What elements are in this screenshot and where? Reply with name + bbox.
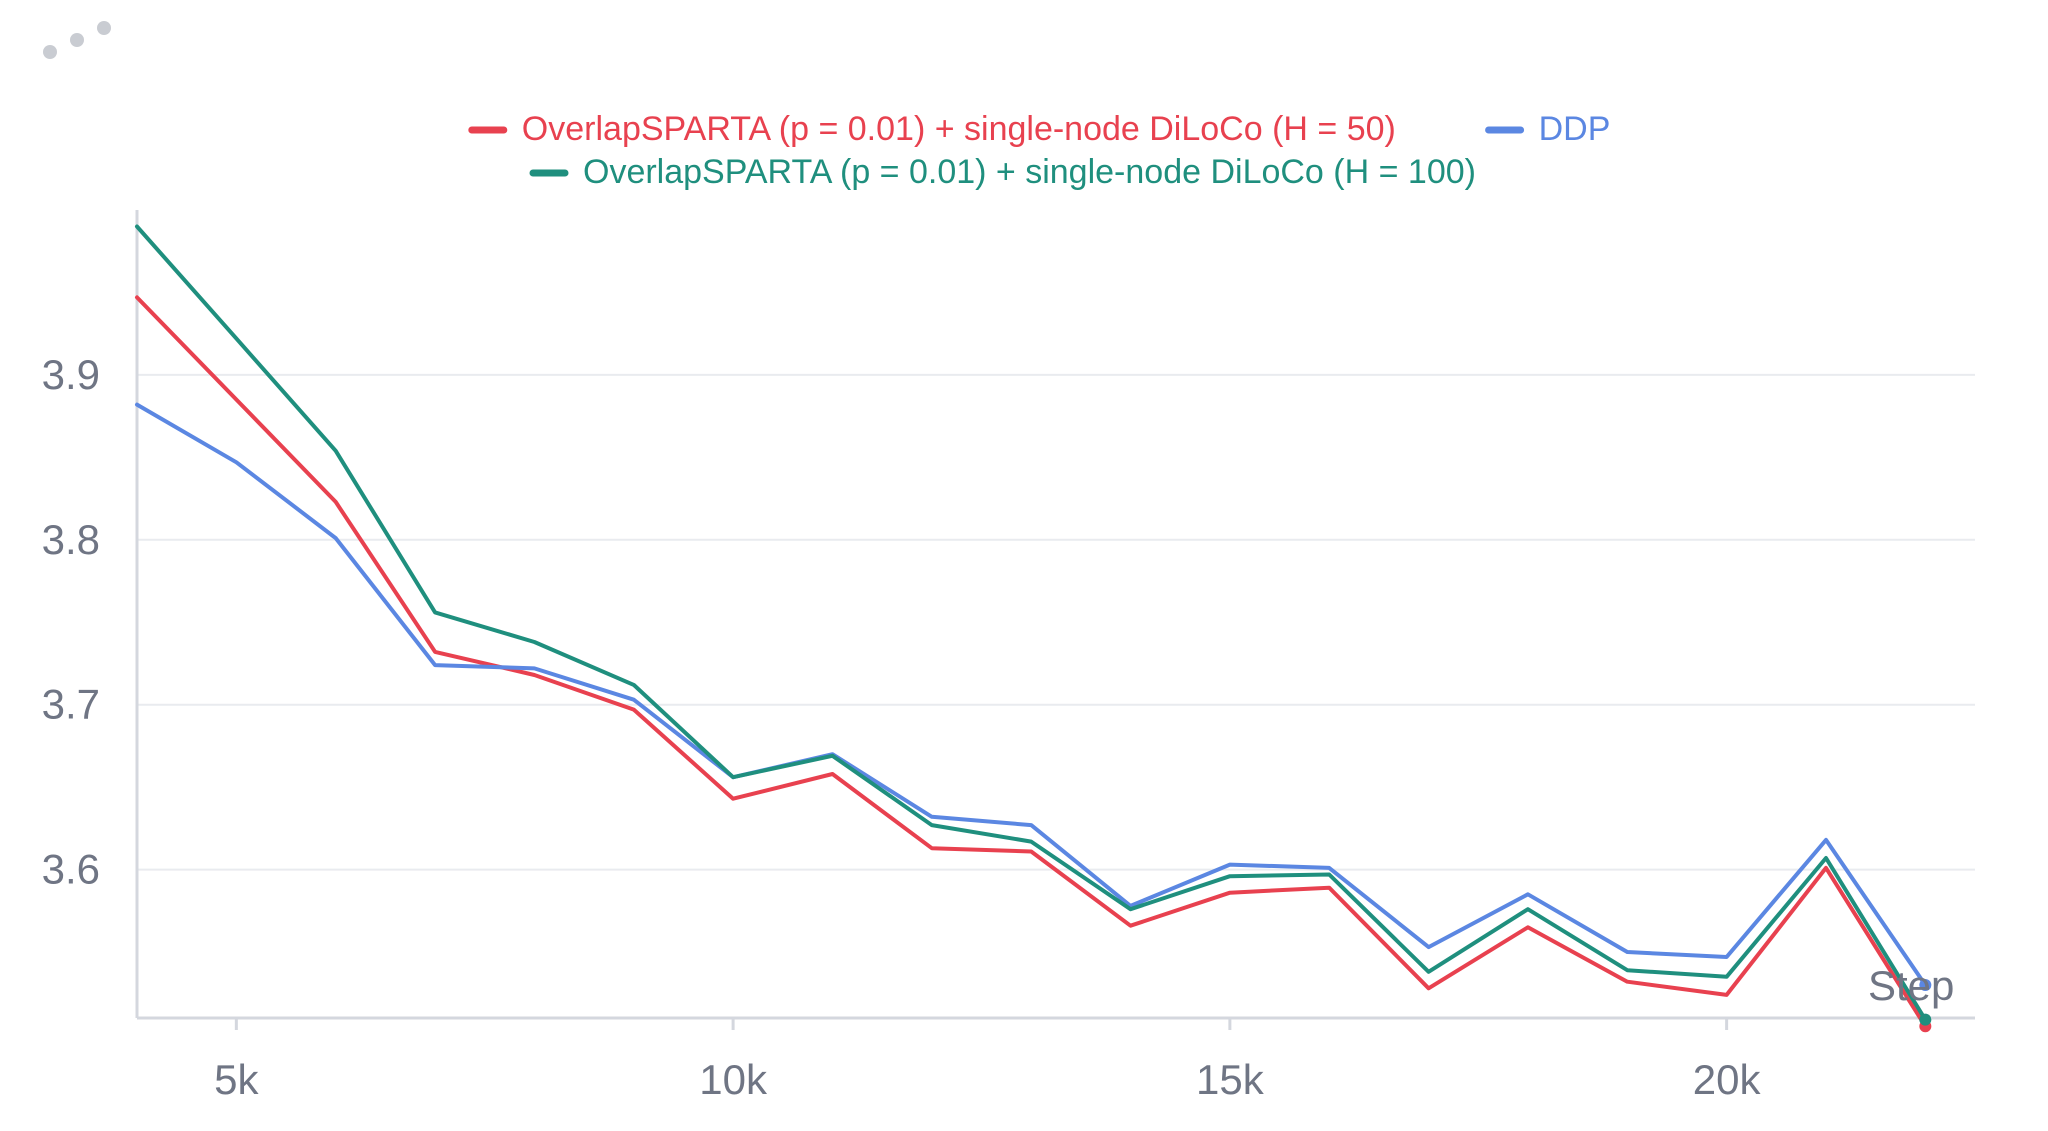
- legend-item[interactable]: DDP: [1485, 110, 1611, 148]
- legend-label: OverlapSPARTA (p = 0.01) + single-node D…: [522, 110, 1396, 148]
- series-lines: [135, 224, 1932, 1033]
- y-tick-label: 3.6: [42, 846, 100, 893]
- x-tick-label: 10k: [699, 1056, 768, 1103]
- legend-item[interactable]: OverlapSPARTA (p = 0.01) + single-node D…: [529, 153, 1476, 191]
- legend-label: DDP: [1539, 110, 1611, 148]
- y-tick-label: 3.8: [42, 516, 100, 563]
- x-axis-label: Step: [1868, 962, 1954, 1009]
- y-tick-label: 3.9: [42, 351, 100, 398]
- axes: [135, 210, 1975, 1020]
- x-tick-label: 20k: [1693, 1056, 1762, 1103]
- series-line-2[interactable]: [135, 224, 1928, 1022]
- grid-lines: [137, 373, 1975, 871]
- series-endpoint-1[interactable]: [1919, 979, 1932, 992]
- more-options-icon[interactable]: [38, 18, 128, 68]
- x-tick-label: 15k: [1196, 1056, 1265, 1103]
- menu-dot: [70, 33, 84, 47]
- series-line-1[interactable]: [135, 402, 1928, 987]
- y-tick-label: 3.7: [42, 681, 100, 728]
- legend-label: OverlapSPARTA (p = 0.01) + single-node D…: [583, 153, 1476, 191]
- x-tick-label: 5k: [214, 1056, 259, 1103]
- legend: OverlapSPARTA (p = 0.01) + single-node D…: [468, 110, 1611, 191]
- series-endpoint-2[interactable]: [1919, 1013, 1932, 1026]
- series-line-0[interactable]: [135, 295, 1928, 1029]
- menu-dot: [97, 21, 111, 35]
- menu-dot: [43, 45, 57, 59]
- y-axis-ticks: 3.6 3.7 3.8 3.9: [42, 351, 100, 893]
- legend-item[interactable]: OverlapSPARTA (p = 0.01) + single-node D…: [468, 110, 1396, 148]
- x-axis-ticks: 5k 10k 15k 20k: [214, 1018, 1761, 1103]
